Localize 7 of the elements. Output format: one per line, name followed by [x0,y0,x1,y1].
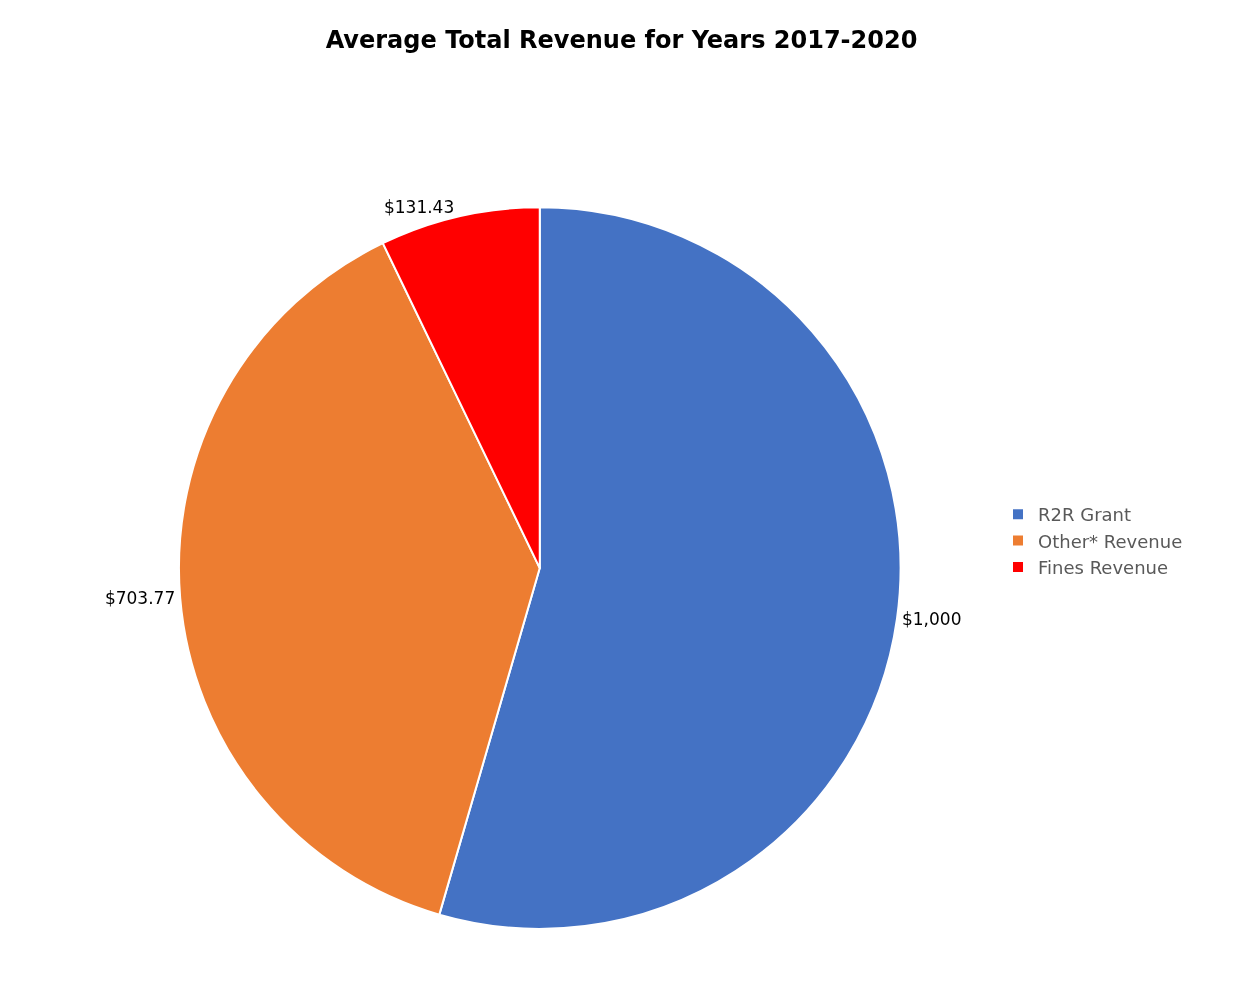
data-label: $1,000 [901,608,962,629]
data-label: $131.43 [383,196,455,217]
legend-label: R2R Grant [1038,504,1132,526]
data-label: $703.77 [104,588,176,609]
legend-label: Fines Revenue [1038,557,1169,579]
chart-title: Average Total Revenue for Years 2017-2020 [325,26,918,55]
legend-label: Other* Revenue [1038,530,1183,552]
